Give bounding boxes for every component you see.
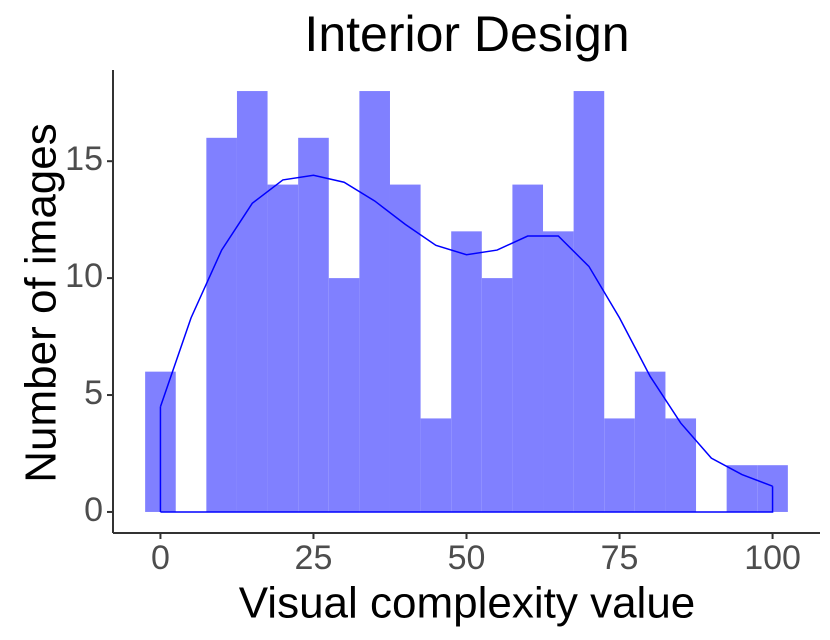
bar: [206, 137, 237, 512]
y-axis-title: Number of images: [17, 123, 66, 482]
bar: [328, 278, 360, 512]
bar: [634, 371, 666, 512]
bar: [236, 91, 268, 512]
x-axis-title: Visual complexity value: [239, 579, 696, 628]
bar: [543, 231, 574, 512]
bar: [267, 184, 299, 512]
bar: [389, 184, 421, 512]
x-tick-label: 50: [448, 539, 486, 577]
bar: [665, 418, 697, 512]
x-tick-label: 100: [744, 539, 801, 577]
chart-title: Interior Design: [304, 6, 629, 62]
bar: [573, 91, 605, 512]
y-tick-label: 15: [65, 140, 103, 178]
y-tick-label: 10: [65, 257, 103, 295]
x-tick-label: 0: [151, 539, 170, 577]
density-curve: [159, 174, 773, 487]
bar: [420, 418, 452, 512]
bar: [726, 465, 758, 512]
x-tick-label: 25: [295, 539, 333, 577]
x-tick-label: 75: [601, 539, 639, 577]
y-tick-label: 0: [84, 491, 103, 529]
bar: [481, 278, 513, 512]
bar: [451, 231, 482, 512]
bar: [359, 91, 390, 512]
y-tick-label: 5: [84, 374, 103, 412]
bar: [512, 184, 544, 512]
density-edge: [159, 406, 774, 513]
bar: [604, 418, 635, 512]
bar: [298, 137, 329, 512]
